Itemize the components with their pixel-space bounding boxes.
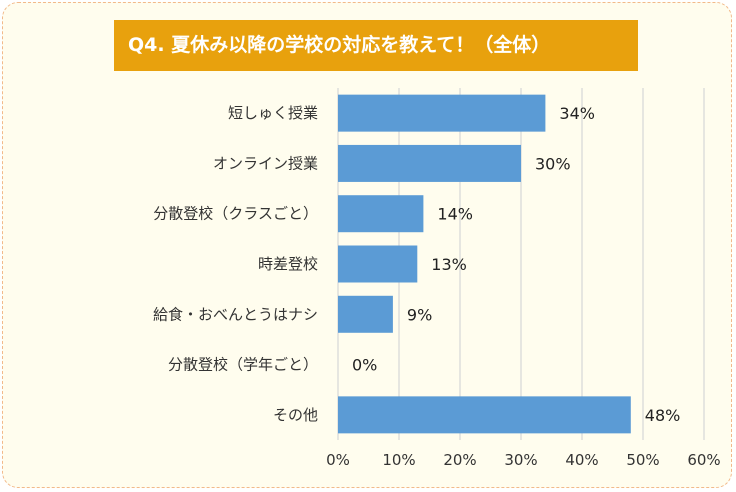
category-label: 分散登校（学年ごと） (168, 356, 318, 374)
value-label: 13% (431, 255, 467, 274)
value-label: 34% (559, 104, 595, 123)
category-label: 給食・おべんとうはナシ (153, 305, 318, 323)
category-label: オンライン授業 (213, 154, 318, 172)
labels: 0% 10% 20% 30% 40% 50% 60% 短しゅく授業 34% オンライン授業 30% 分… (153, 104, 721, 469)
x-tick-label: 60% (687, 451, 720, 469)
bar (338, 396, 631, 434)
bar (338, 144, 521, 182)
x-tick-label: 50% (626, 451, 659, 469)
chart-title: Q4. 夏休み以降の学校の対応を教えて！（全体） (114, 20, 638, 71)
bar (338, 94, 546, 132)
bar (338, 295, 393, 333)
category-label: その他 (273, 406, 318, 424)
x-tick-label: 30% (504, 451, 537, 469)
bars (338, 94, 631, 434)
x-tick-label: 0% (326, 451, 350, 469)
x-tick-label: 20% (443, 451, 476, 469)
value-label: 14% (437, 205, 473, 224)
value-label: 48% (645, 406, 681, 425)
value-label: 0% (352, 356, 377, 375)
x-tick-label: 40% (565, 451, 598, 469)
category-label: 分散登校（クラスごと） (153, 205, 318, 223)
bar (338, 195, 424, 233)
category-label: 短しゅく授業 (228, 104, 318, 122)
value-label: 30% (535, 154, 571, 173)
value-label: 9% (407, 305, 432, 324)
bar (338, 245, 418, 283)
x-tick-label: 10% (382, 451, 415, 469)
category-label: 時差登校 (258, 255, 318, 273)
